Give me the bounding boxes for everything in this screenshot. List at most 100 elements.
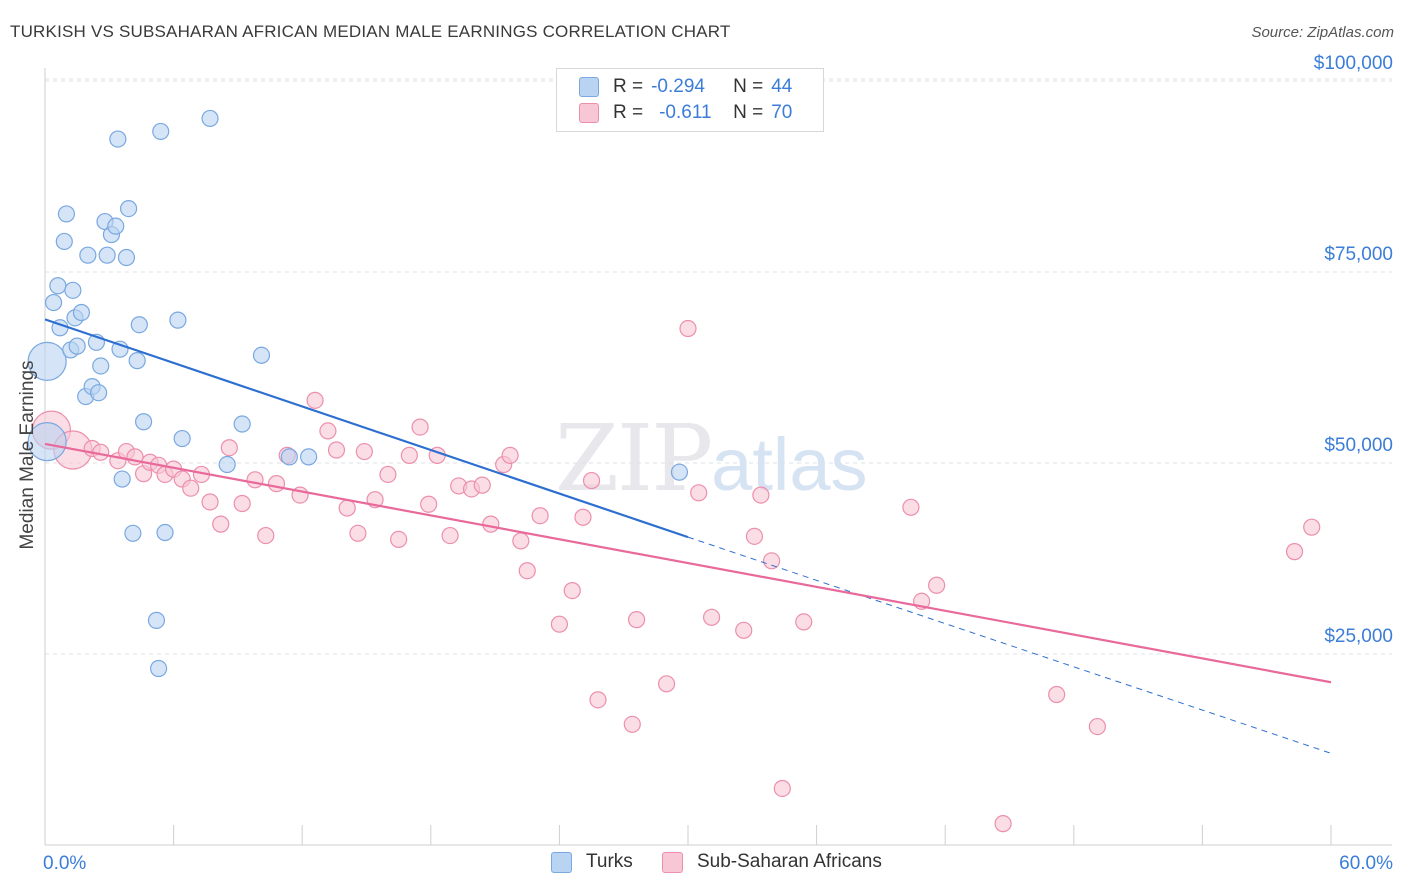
ssa-point-26 (327, 441, 346, 459)
ssa-point-20 (257, 526, 275, 545)
axis-labels: $25,000 $50,000 $75,000 $100,000 0.0% 60.0% Me… (17, 53, 1393, 874)
legend-turks-n-label: N = (733, 76, 764, 97)
ssa-point-69 (1088, 717, 1106, 736)
ssa-point-13 (182, 479, 200, 497)
legend-swatch-ssa (579, 103, 599, 123)
legend-ssa-r-value: -0.611 (659, 102, 712, 123)
turks-point-33 (152, 122, 170, 141)
turks-point-21 (107, 217, 125, 235)
turks-point-37 (201, 109, 219, 128)
turks-point-31 (147, 611, 166, 629)
turks-point-34 (156, 523, 174, 542)
ssa-point-68 (1048, 685, 1066, 704)
ssa-point-24 (306, 391, 324, 409)
ssa-point-56 (690, 484, 708, 502)
ssa-point-66 (928, 576, 946, 594)
legend-turks-r-label: R = (613, 76, 644, 97)
ssa-point-64 (902, 498, 920, 516)
ssa-point-15 (201, 493, 219, 511)
ssa-point-61 (762, 552, 781, 570)
turks-point-13 (79, 246, 97, 264)
turks-point-17 (92, 357, 110, 375)
chart-source: Source: ZipAtlas.com (1251, 24, 1394, 41)
turks-point-24 (113, 470, 131, 488)
ssa-point-71 (1303, 518, 1321, 536)
ssa-point-48 (563, 581, 581, 600)
ssa-point-41 (482, 515, 500, 533)
ssa-point-46 (531, 507, 549, 525)
ssa-point-44 (512, 532, 530, 550)
watermark-atlas: atlas (711, 423, 868, 506)
y-tick-label-0: $25,000 (1324, 626, 1393, 647)
ssa-point-45 (518, 562, 536, 580)
ssa-point-49 (574, 508, 592, 526)
ssa-point-28 (349, 524, 367, 542)
watermark-zip: ZIP (555, 405, 713, 512)
ssa-point-40 (473, 476, 491, 494)
turks-point-27 (124, 524, 142, 542)
ssa-point-19 (246, 471, 264, 489)
legend-ssa-r-label: R = (613, 102, 644, 123)
turks-point-29 (130, 316, 148, 334)
ssa-point-25 (319, 422, 337, 440)
y-tick-label-1: $50,000 (1324, 435, 1393, 456)
ssa-point-55 (679, 319, 697, 338)
trend-line-turks (44, 318, 689, 539)
ssa-point-34 (411, 418, 429, 436)
ssa-point-16 (212, 515, 230, 533)
ssa-point-43 (501, 446, 519, 464)
legend-item-ssa[interactable]: Sub-Saharan Africans (662, 851, 882, 873)
ssa-point-57 (702, 608, 721, 626)
ssa-point-32 (390, 530, 408, 549)
turks-point-26 (119, 199, 138, 218)
turks-point-40 (252, 346, 271, 364)
legend-label-ssa: Sub-Saharan Africans (697, 851, 882, 872)
ssa-point-52 (623, 715, 641, 733)
legend-item-turks[interactable]: Turks (551, 851, 633, 873)
ssa-point-70 (1285, 543, 1304, 561)
ssa-point-62 (773, 779, 791, 798)
watermark: ZIPatlas (555, 405, 867, 512)
series-ssa-points (31, 319, 1321, 833)
turks-point-2 (44, 293, 63, 312)
turks-point-19 (98, 246, 116, 264)
legend-bottom-swatch-turks (551, 851, 572, 873)
ssa-point-58 (735, 621, 753, 639)
y-tick-label-2: $75,000 (1324, 244, 1393, 265)
y-axis-title: Median Male Earnings (17, 360, 38, 549)
x-tick-label-left: 0.0% (43, 853, 86, 874)
turks-point-38 (218, 455, 236, 474)
legend-bottom-swatch-ssa (662, 851, 683, 873)
turks-point-11 (72, 303, 91, 322)
series-turks-points (27, 109, 689, 678)
turks-point-36 (173, 429, 191, 448)
ssa-point-17 (220, 439, 238, 457)
turks-point-0 (27, 422, 67, 462)
turks-point-3 (49, 277, 67, 295)
turks-point-32 (149, 659, 168, 678)
ssa-point-51 (589, 691, 607, 709)
ssa-point-59 (745, 527, 764, 545)
ssa-point-18 (233, 494, 251, 513)
legend-label-turks: Turks (586, 851, 633, 872)
ssa-point-54 (657, 675, 676, 693)
legend-row-ssa: R = -0.611 N = 70 (579, 101, 792, 125)
turks-point-43 (670, 463, 689, 481)
turks-point-35 (169, 311, 187, 329)
y-tick-label-3: $100,000 (1314, 53, 1393, 74)
turks-point-8 (64, 281, 82, 299)
turks-point-42 (300, 448, 318, 466)
ssa-point-21 (267, 475, 286, 493)
legend-turks-r-value: -0.294 (651, 76, 705, 97)
axes (44, 68, 1392, 846)
ssa-point-67 (994, 815, 1012, 833)
ssa-point-29 (355, 442, 373, 461)
ssa-point-60 (752, 486, 770, 504)
ssa-point-27 (338, 499, 356, 517)
ssa-point-63 (795, 613, 813, 631)
ssa-point-35 (420, 495, 438, 513)
turks-point-30 (134, 413, 153, 431)
legend-ssa-n-label: N = (733, 102, 764, 123)
turks-point-22 (109, 130, 127, 148)
